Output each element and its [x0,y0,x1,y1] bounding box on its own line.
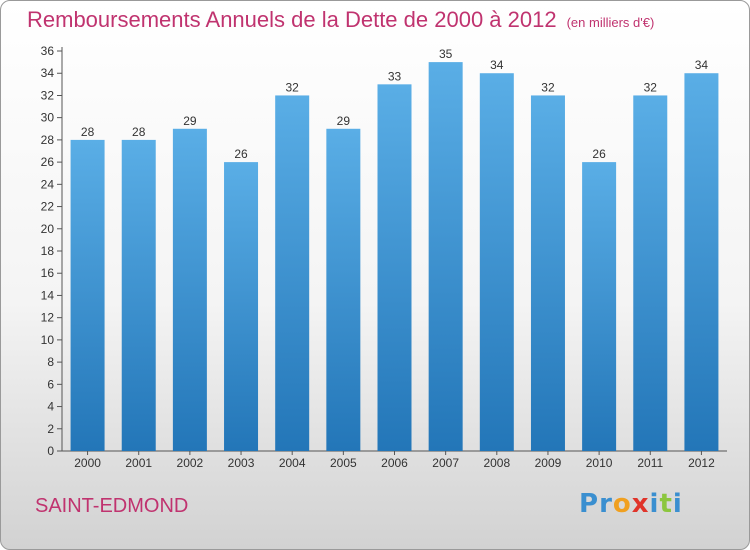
y-tick-label: 6 [47,377,54,391]
y-tick-label: 34 [41,66,55,80]
x-tick-label: 2012 [688,456,715,470]
unit-label: (en milliers d'€) [566,15,655,30]
x-tick-label: 2008 [483,456,510,470]
y-tick-label: 16 [41,266,55,280]
bar [70,139,105,451]
y-tick-label: 30 [41,111,55,125]
proxiti-logo: Proxiti [579,489,683,519]
bar [530,95,565,451]
data-label: 32 [541,80,555,94]
logo-letter: o [612,489,632,519]
y-tick-label: 10 [41,333,55,347]
x-tick-label: 2003 [228,456,255,470]
logo-letter: x [631,489,650,519]
x-tick-label: 2000 [74,456,101,470]
logo-letter: P [579,489,600,519]
chart-title: Remboursements Annuels de la Dette de 20… [27,7,654,33]
data-label: 28 [81,125,95,139]
city-name: SAINT-EDMOND [35,495,189,517]
y-tick-label: 8 [47,355,54,369]
bar [377,84,412,451]
y-tick-label: 0 [47,444,54,458]
y-tick-label: 22 [41,200,55,214]
data-label: 26 [592,147,606,161]
y-tick-label: 14 [41,288,55,302]
x-tick-label: 2011 [637,456,663,470]
data-label: 33 [388,69,402,83]
data-label: 29 [337,114,351,128]
y-tick-label: 32 [41,88,55,102]
bar [684,73,719,451]
x-tick-label: 2001 [125,456,152,470]
x-tick-label: 2002 [177,456,204,470]
bar [326,128,361,451]
y-tick-label: 12 [41,311,55,325]
bar [633,95,668,451]
x-tick-label: 2007 [432,456,459,470]
bar [428,62,463,451]
x-tick-label: 2004 [279,456,306,470]
y-tick-label: 36 [41,44,55,58]
x-tick-label: 2006 [381,456,408,470]
data-label: 29 [183,114,197,128]
x-tick-label: 2009 [535,456,562,470]
logo-letter: i [672,489,683,519]
bar [224,162,259,451]
data-label: 35 [439,47,453,61]
data-label: 28 [132,125,146,139]
data-label: 34 [695,58,709,72]
y-tick-label: 18 [41,244,55,258]
logo-letter: t [659,489,673,519]
bar [582,162,617,451]
y-tick-label: 20 [41,222,55,236]
x-tick-label: 2010 [586,456,613,470]
logo-letter: r [599,489,613,519]
bar [121,139,156,451]
logo-letter: i [649,489,660,519]
y-tick-label: 24 [41,177,55,191]
data-label: 32 [286,80,300,94]
data-label: 26 [234,147,248,161]
y-tick-label: 4 [47,400,54,414]
data-label: 32 [644,80,658,94]
bar [275,95,310,451]
bar [172,128,207,451]
y-tick-label: 26 [41,155,55,169]
y-tick-label: 2 [47,422,54,436]
x-tick-label: 2005 [330,456,357,470]
data-label: 34 [490,58,504,72]
bar [479,73,514,451]
y-tick-label: 28 [41,133,55,147]
title-text: Remboursements Annuels de la Dette de 20… [27,7,557,32]
